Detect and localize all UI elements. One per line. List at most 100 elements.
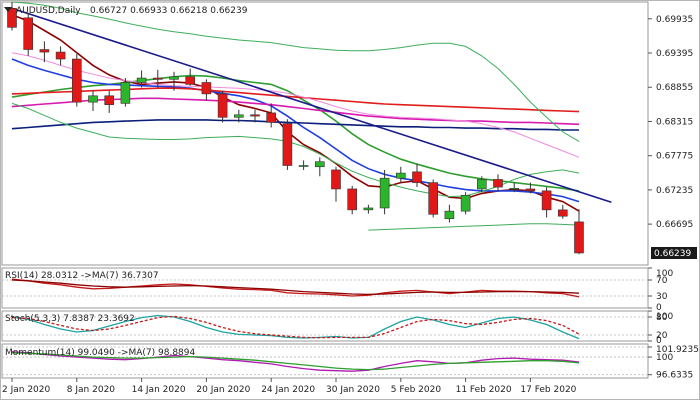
candle	[347, 185, 358, 215]
candle	[39, 41, 50, 63]
x-tick-label: 30 Jan 2020	[326, 385, 380, 395]
candle	[298, 160, 309, 170]
candle-body	[185, 76, 195, 85]
candle	[217, 90, 228, 123]
chart-header: AUDUSD,Daily 0.66727 0.66933 0.66218 0.6…	[4, 6, 248, 16]
candle-body	[428, 182, 439, 215]
price-candles	[7, 2, 584, 255]
last-price-marker: 0.66239	[651, 247, 697, 259]
candle	[509, 182, 520, 193]
axis-tick-label: 96.6335	[656, 371, 693, 381]
axis-tick-label: 80	[656, 313, 668, 323]
candle-body	[55, 51, 66, 60]
panel-frame-rsi	[1, 267, 649, 309]
candle	[444, 204, 455, 223]
candle-body	[557, 209, 568, 217]
candle	[201, 79, 212, 101]
axis-tick-label: 100	[656, 312, 673, 322]
candle	[72, 53, 82, 107]
x-tick-label: 5 Feb 2020	[391, 385, 442, 395]
series-line	[11, 278, 580, 298]
candle-body	[234, 114, 244, 118]
x-tick-label: 20 Jan 2020	[196, 385, 250, 395]
x-axis: 2 Jan 2020 8 Jan 2020 14 Jan 2020 20 Jan 20…	[2, 378, 577, 395]
candle-body	[136, 77, 147, 83]
candle	[88, 90, 98, 112]
candle-body	[525, 188, 536, 192]
stoch-label: Stoch(5,3,3) 7.8387 23.3692	[5, 314, 135, 324]
series-line	[11, 314, 580, 340]
axis-tick-label: 30	[656, 292, 668, 302]
overlay-bollinger-lower	[11, 102, 580, 198]
collapse-arrow-icon[interactable]	[4, 7, 12, 12]
candle-body	[298, 165, 309, 167]
candle	[476, 176, 487, 193]
candle	[395, 166, 406, 183]
candle-body	[574, 221, 584, 254]
candle-body	[104, 95, 114, 105]
candle-body	[39, 49, 50, 53]
series-line	[11, 279, 580, 296]
x-tick-label: 17 Feb 2020	[520, 385, 576, 395]
candle	[460, 192, 471, 215]
axis-tick-label: 0	[656, 303, 662, 313]
candle-body	[541, 190, 552, 211]
symbol-label: AUDUSD,Daily	[16, 6, 81, 16]
candle-body	[72, 58, 82, 103]
rsi-label: RSI(14) 28.0312 ->MA(7) 36.7307	[5, 271, 159, 281]
candle	[314, 157, 325, 177]
price-tick-label: 0.68855	[656, 83, 693, 93]
candle-body	[266, 112, 277, 123]
candle-body	[217, 93, 228, 118]
candle	[574, 209, 584, 255]
candle	[379, 169, 390, 215]
x-tick-label: 2 Jan 2020	[2, 385, 50, 395]
candle	[266, 103, 277, 128]
candle-body	[412, 171, 422, 183]
overlay-ma-red-flat	[11, 87, 580, 113]
candle-body	[460, 194, 471, 212]
candle	[136, 70, 147, 88]
price-tick-label: 0.67235	[656, 186, 693, 196]
series-line	[11, 351, 580, 372]
x-tick-label: 11 Feb 2020	[456, 385, 512, 395]
price-tick-label: 0.66695	[656, 220, 693, 230]
price-tick-label: 0.69395	[656, 49, 693, 59]
ohlc-readout: 0.66727 0.66933 0.66218 0.66239	[90, 6, 248, 16]
x-tick-label: 24 Jan 2020	[261, 385, 315, 395]
axis-tick-label: 100	[656, 353, 673, 363]
candle	[23, 12, 34, 56]
candle-body	[363, 207, 374, 211]
candle	[525, 182, 536, 194]
axis-tick-label: 70	[656, 276, 668, 286]
candle	[120, 78, 131, 107]
candle-body	[169, 76, 179, 80]
overlay-bollinger-upper	[11, 1, 580, 142]
candle	[412, 163, 422, 188]
panel-frame-stoch	[1, 310, 649, 342]
candle-body	[282, 123, 293, 166]
candle	[250, 109, 260, 123]
axis-tick-label: 20	[656, 331, 668, 341]
panel-frame-price	[1, 1, 649, 266]
axis-tick-label: 101.9235	[656, 345, 699, 355]
candle-body	[88, 95, 98, 103]
candle	[104, 90, 114, 113]
axis-tick-label: 0	[656, 336, 662, 346]
candle	[185, 68, 195, 86]
candle-body	[250, 114, 260, 117]
candle-body	[331, 169, 341, 190]
candle-body	[153, 77, 163, 80]
candle	[282, 119, 293, 170]
candle	[331, 166, 341, 202]
price-overlays	[11, 1, 612, 231]
candle-body	[201, 82, 212, 95]
candle-body	[23, 17, 34, 50]
x-tick-label: 14 Jan 2020	[132, 385, 186, 395]
